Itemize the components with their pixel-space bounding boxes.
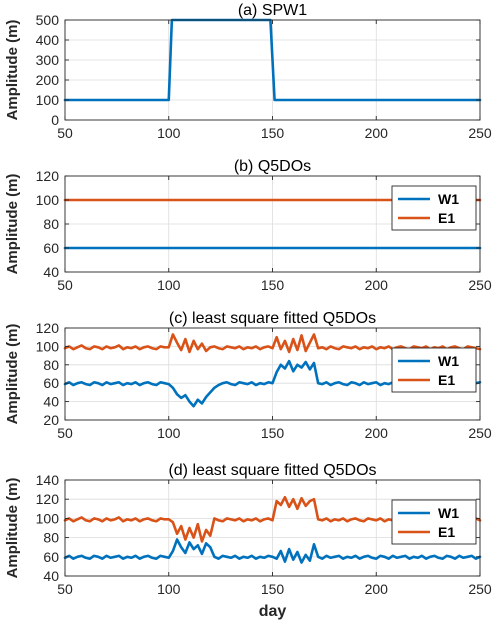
y-axis-label: Amplitude (m): [4, 478, 21, 579]
y-tick-label: 20: [43, 412, 59, 428]
y-tick-label: 100: [36, 92, 60, 108]
series-line-w1: [63, 538, 482, 564]
y-tick-label: 120: [36, 491, 60, 507]
legend-label-w1: W1: [438, 191, 459, 207]
x-tick-label: 250: [468, 125, 492, 141]
y-tick-label: 400: [36, 32, 60, 48]
y-tick-label: 140: [36, 472, 60, 488]
y-axis-label: Amplitude (m): [4, 324, 21, 425]
y-tick-label: 100: [36, 510, 60, 526]
panel-title: (b) Q5DOs: [234, 158, 311, 175]
legend-label-e1: E1: [438, 372, 455, 388]
y-tick-label: 80: [43, 216, 59, 232]
x-tick-label: 200: [365, 581, 389, 597]
y-tick-label: 120: [36, 168, 60, 184]
x-tick-label: 50: [57, 425, 73, 441]
y-axis-label: Amplitude (m): [4, 20, 21, 121]
y-tick-label: 80: [43, 530, 59, 546]
x-tick-label: 100: [157, 581, 181, 597]
y-tick-label: 0: [51, 112, 59, 128]
x-tick-label: 200: [365, 125, 389, 141]
y-tick-label: 200: [36, 72, 60, 88]
legend-label-e1: E1: [438, 210, 455, 226]
y-tick-label: 100: [36, 192, 60, 208]
x-tick-label: 50: [57, 277, 73, 293]
x-tick-label: 50: [57, 581, 73, 597]
y-tick-label: 60: [43, 549, 59, 565]
legend-label-w1: W1: [438, 505, 459, 521]
y-tick-label: 500: [36, 12, 60, 28]
y-tick-label: 80: [43, 357, 59, 373]
x-tick-label: 250: [468, 425, 492, 441]
legend-box: [391, 185, 477, 231]
y-tick-label: 60: [43, 375, 59, 391]
legend-box: [391, 347, 477, 393]
x-tick-label: 150: [261, 125, 285, 141]
panel-1: 50 100 150 200 250 0 100 200 300 400 500 (a) SPW1 Am…: [4, 2, 492, 141]
x-tick-label: 50: [57, 125, 73, 141]
panel-title: (a) SPW1: [238, 2, 307, 19]
y-axis-label: Amplitude (m): [4, 174, 21, 275]
x-tick-label: 200: [365, 425, 389, 441]
panel-4: 50 100 150 200 250 40 60 80 100 120 140 (d) least s…: [4, 462, 492, 597]
x-axis-label: day: [259, 603, 287, 620]
x-tick-label: 150: [261, 277, 285, 293]
y-tick-label: 60: [43, 240, 59, 256]
x-tick-label: 150: [261, 425, 285, 441]
y-tick-label: 40: [43, 394, 59, 410]
panel-title: (d) least square fitted Q5DOs: [168, 462, 376, 479]
x-tick-label: 100: [157, 125, 181, 141]
y-tick-label: 100: [36, 338, 60, 354]
y-tick-label: 120: [36, 320, 60, 336]
y-tick-label: 40: [43, 264, 59, 280]
panel-title: (c) least square fitted Q5DOs: [169, 310, 376, 327]
y-tick-label: 40: [43, 568, 59, 584]
x-tick-label: 250: [468, 581, 492, 597]
panel-3: 50 100 150 200 250 20 40 60 80 100 120 (c) least sq…: [4, 310, 492, 441]
x-tick-label: 100: [157, 425, 181, 441]
x-tick-label: 100: [157, 277, 181, 293]
y-tick-label: 300: [36, 52, 60, 68]
panel-2: 50 100 150 200 250 40 60 80 100 120 (b) Q5DOs Ampli…: [4, 158, 492, 293]
x-tick-label: 250: [468, 277, 492, 293]
legend-label-w1: W1: [438, 353, 459, 369]
x-tick-label: 200: [365, 277, 389, 293]
x-tick-label: 150: [261, 581, 285, 597]
legend-box: [391, 499, 477, 545]
legend-label-e1: E1: [438, 524, 455, 540]
